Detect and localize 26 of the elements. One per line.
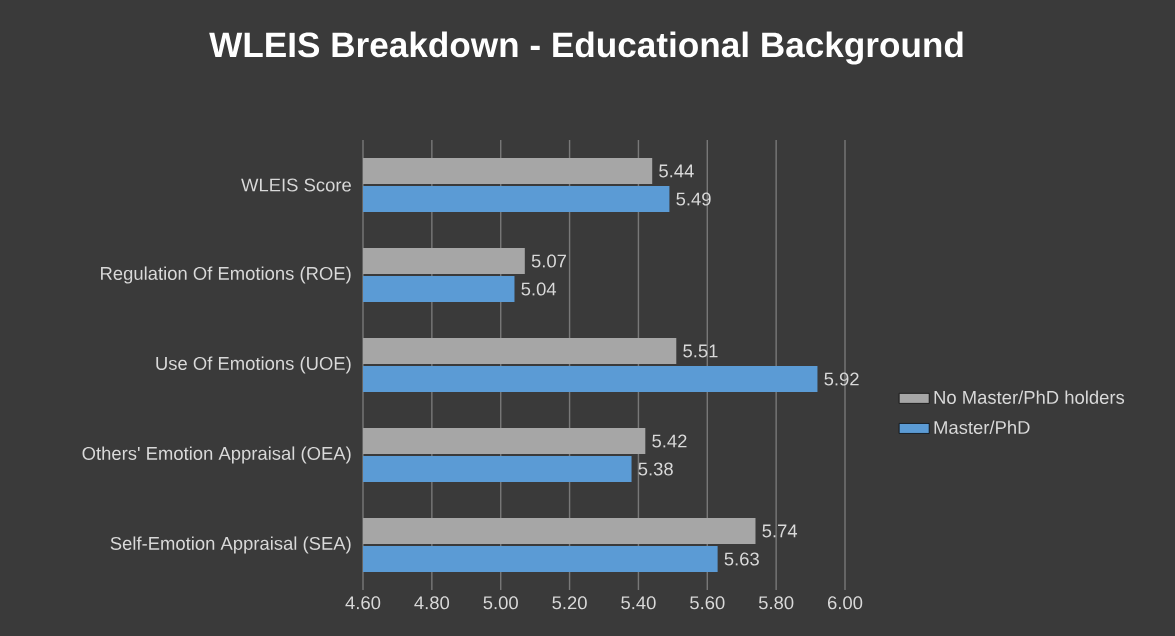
data-label: 5.07 [531,254,566,268]
x-tick-label: 5.80 [758,596,794,610]
x-tick-label: 5.20 [552,596,587,610]
x-tick-label: 6.00 [827,596,863,610]
legend-label: No Master/PhD holders [934,390,1125,404]
data-label: 5.63 [724,552,759,566]
x-tick-label: 5.60 [690,596,725,610]
data-label: 5.74 [762,524,798,538]
y-tick-label: Self-Emotion Appraisal (SEA) [110,536,351,554]
y-tick-label: Others' Emotion Appraisal (OEA) [82,446,351,464]
y-tick-label: Use Of Emotions (UOE) [156,356,351,374]
x-tick-label: 5.00 [483,596,518,610]
x-tick-label: 4.60 [345,596,381,610]
legend-label: Master/PhD [934,420,1030,435]
y-tick-label: WLEIS Score [241,178,351,192]
data-label: 5.51 [683,344,718,358]
x-tick-label: 4.80 [414,596,450,610]
data-label: 5.38 [638,462,673,476]
x-tick-label: 5.40 [621,596,656,610]
data-label: 5.49 [676,192,711,206]
data-label: 5.44 [659,164,694,178]
data-label: 5.42 [652,434,687,448]
chart-title: WLEIS Breakdown - Educational Background [209,31,963,65]
data-label: 5.04 [521,282,557,296]
data-label: 5.92 [824,372,859,386]
y-tick-label: Regulation Of Emotions (ROE) [101,266,351,284]
